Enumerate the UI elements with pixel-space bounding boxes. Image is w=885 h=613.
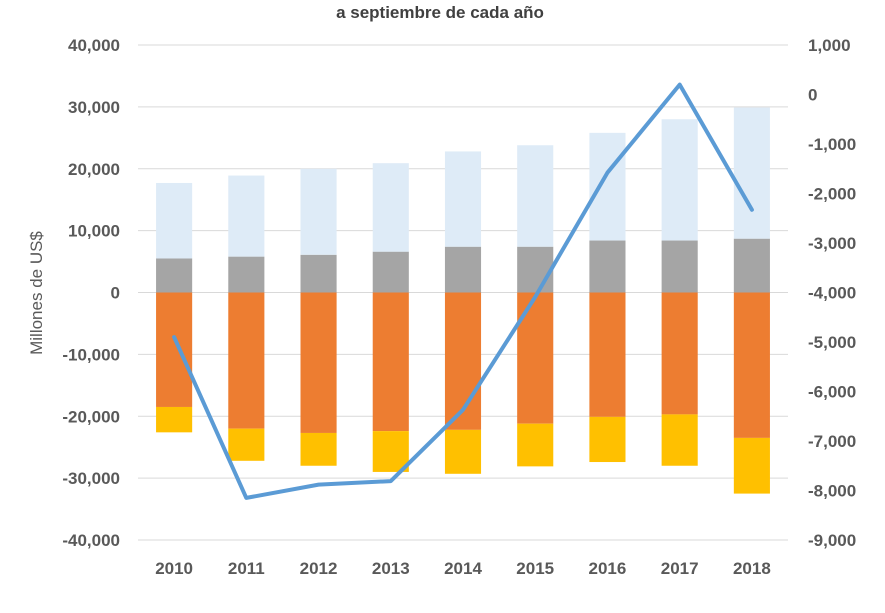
lines	[172, 82, 754, 500]
y-tick-label: 20,000	[68, 160, 120, 179]
bar-s2-2010	[156, 292, 193, 407]
bar-s0-2016	[589, 240, 626, 293]
bar-s1-2016	[589, 132, 626, 241]
bar-s2-2012	[300, 292, 337, 433]
x-tick-label: 2013	[372, 559, 410, 578]
bar-s2-2017	[661, 292, 698, 415]
x-tick-label: 2016	[589, 559, 627, 578]
y2-tick-label: 1,000	[808, 36, 851, 55]
x-tick-label: 2014	[444, 559, 482, 578]
y-tick-label: -40,000	[62, 531, 120, 550]
y2-tick-label: -3,000	[808, 234, 856, 253]
y-tick-label: -20,000	[62, 407, 120, 426]
y-tick-label: -10,000	[62, 345, 120, 364]
y2-tick-label: -8,000	[808, 482, 856, 501]
left-axis-ticks: 40,000 30,000 20,000 10,000 0 -10,000 -20,000 -…	[62, 36, 120, 550]
bar-s1-2014	[444, 151, 482, 247]
y2-tick-label: -7,000	[808, 432, 856, 451]
y2-tick-label: -4,000	[808, 284, 856, 303]
y-axis-label: Millones de US$	[27, 231, 46, 355]
y2-tick-label: -6,000	[808, 383, 856, 402]
x-axis-ticks: 2010 2011 2012 2013 2014 2015 2016 2017 2018	[155, 559, 771, 578]
bar-s3-2018	[733, 437, 770, 494]
bar-s2-2016	[589, 292, 626, 417]
y2-tick-label: -2,000	[808, 185, 856, 204]
right-axis-ticks: 1,000 0 -1,000 -2,000 -3,000 -4,000 -5,000 -6,0…	[808, 36, 856, 550]
chart-title: a septiembre de cada año	[336, 3, 544, 22]
bars	[156, 107, 770, 494]
y2-tick-label: -1,000	[808, 135, 856, 154]
bar-s3-2017	[661, 414, 698, 466]
bar-s1-2010	[156, 182, 193, 259]
y-tick-label: -30,000	[62, 469, 120, 488]
x-tick-label: 2017	[661, 559, 699, 578]
bar-s3-2014	[444, 429, 482, 474]
x-tick-label: 2010	[155, 559, 193, 578]
bar-s1-2012	[300, 168, 337, 255]
y2-tick-label: -9,000	[808, 531, 856, 550]
bar-s3-2016	[589, 416, 626, 463]
bar-s0-2018	[733, 238, 770, 293]
bar-s3-2013	[372, 431, 409, 472]
x-tick-label: 2011	[228, 559, 265, 578]
bar-s3-2015	[517, 423, 554, 467]
line-series-4	[172, 82, 754, 500]
y2-tick-label: 0	[808, 86, 817, 105]
bar-s0-2011	[228, 256, 265, 293]
bar-s1-2017	[661, 119, 698, 241]
bar-s0-2015	[517, 246, 554, 293]
y-tick-label: 0	[111, 284, 120, 303]
bar-s1-2015	[517, 145, 554, 247]
x-tick-label: 2015	[516, 559, 554, 578]
bar-s3-2010	[156, 406, 193, 433]
x-tick-label: 2012	[300, 559, 338, 578]
y-tick-label: 10,000	[68, 222, 120, 241]
bar-s0-2010	[156, 258, 193, 293]
bar-s3-2011	[228, 428, 265, 461]
y-tick-label: 30,000	[68, 98, 120, 117]
y2-tick-label: -5,000	[808, 333, 856, 352]
bar-s3-2012	[300, 432, 337, 466]
y-tick-label: 40,000	[68, 36, 120, 55]
bar-s2-2015	[517, 292, 554, 424]
bar-s0-2014	[444, 246, 482, 293]
bar-s0-2012	[300, 254, 337, 293]
bar-s1-2018	[733, 107, 770, 239]
x-tick-label: 2018	[733, 559, 771, 578]
bar-s0-2013	[372, 251, 409, 293]
bar-s2-2013	[372, 292, 409, 432]
bar-s1-2013	[372, 163, 409, 252]
bar-s1-2011	[228, 175, 265, 257]
bar-s2-2018	[733, 292, 770, 438]
bar-s2-2011	[228, 292, 265, 429]
bar-s0-2017	[661, 240, 698, 293]
